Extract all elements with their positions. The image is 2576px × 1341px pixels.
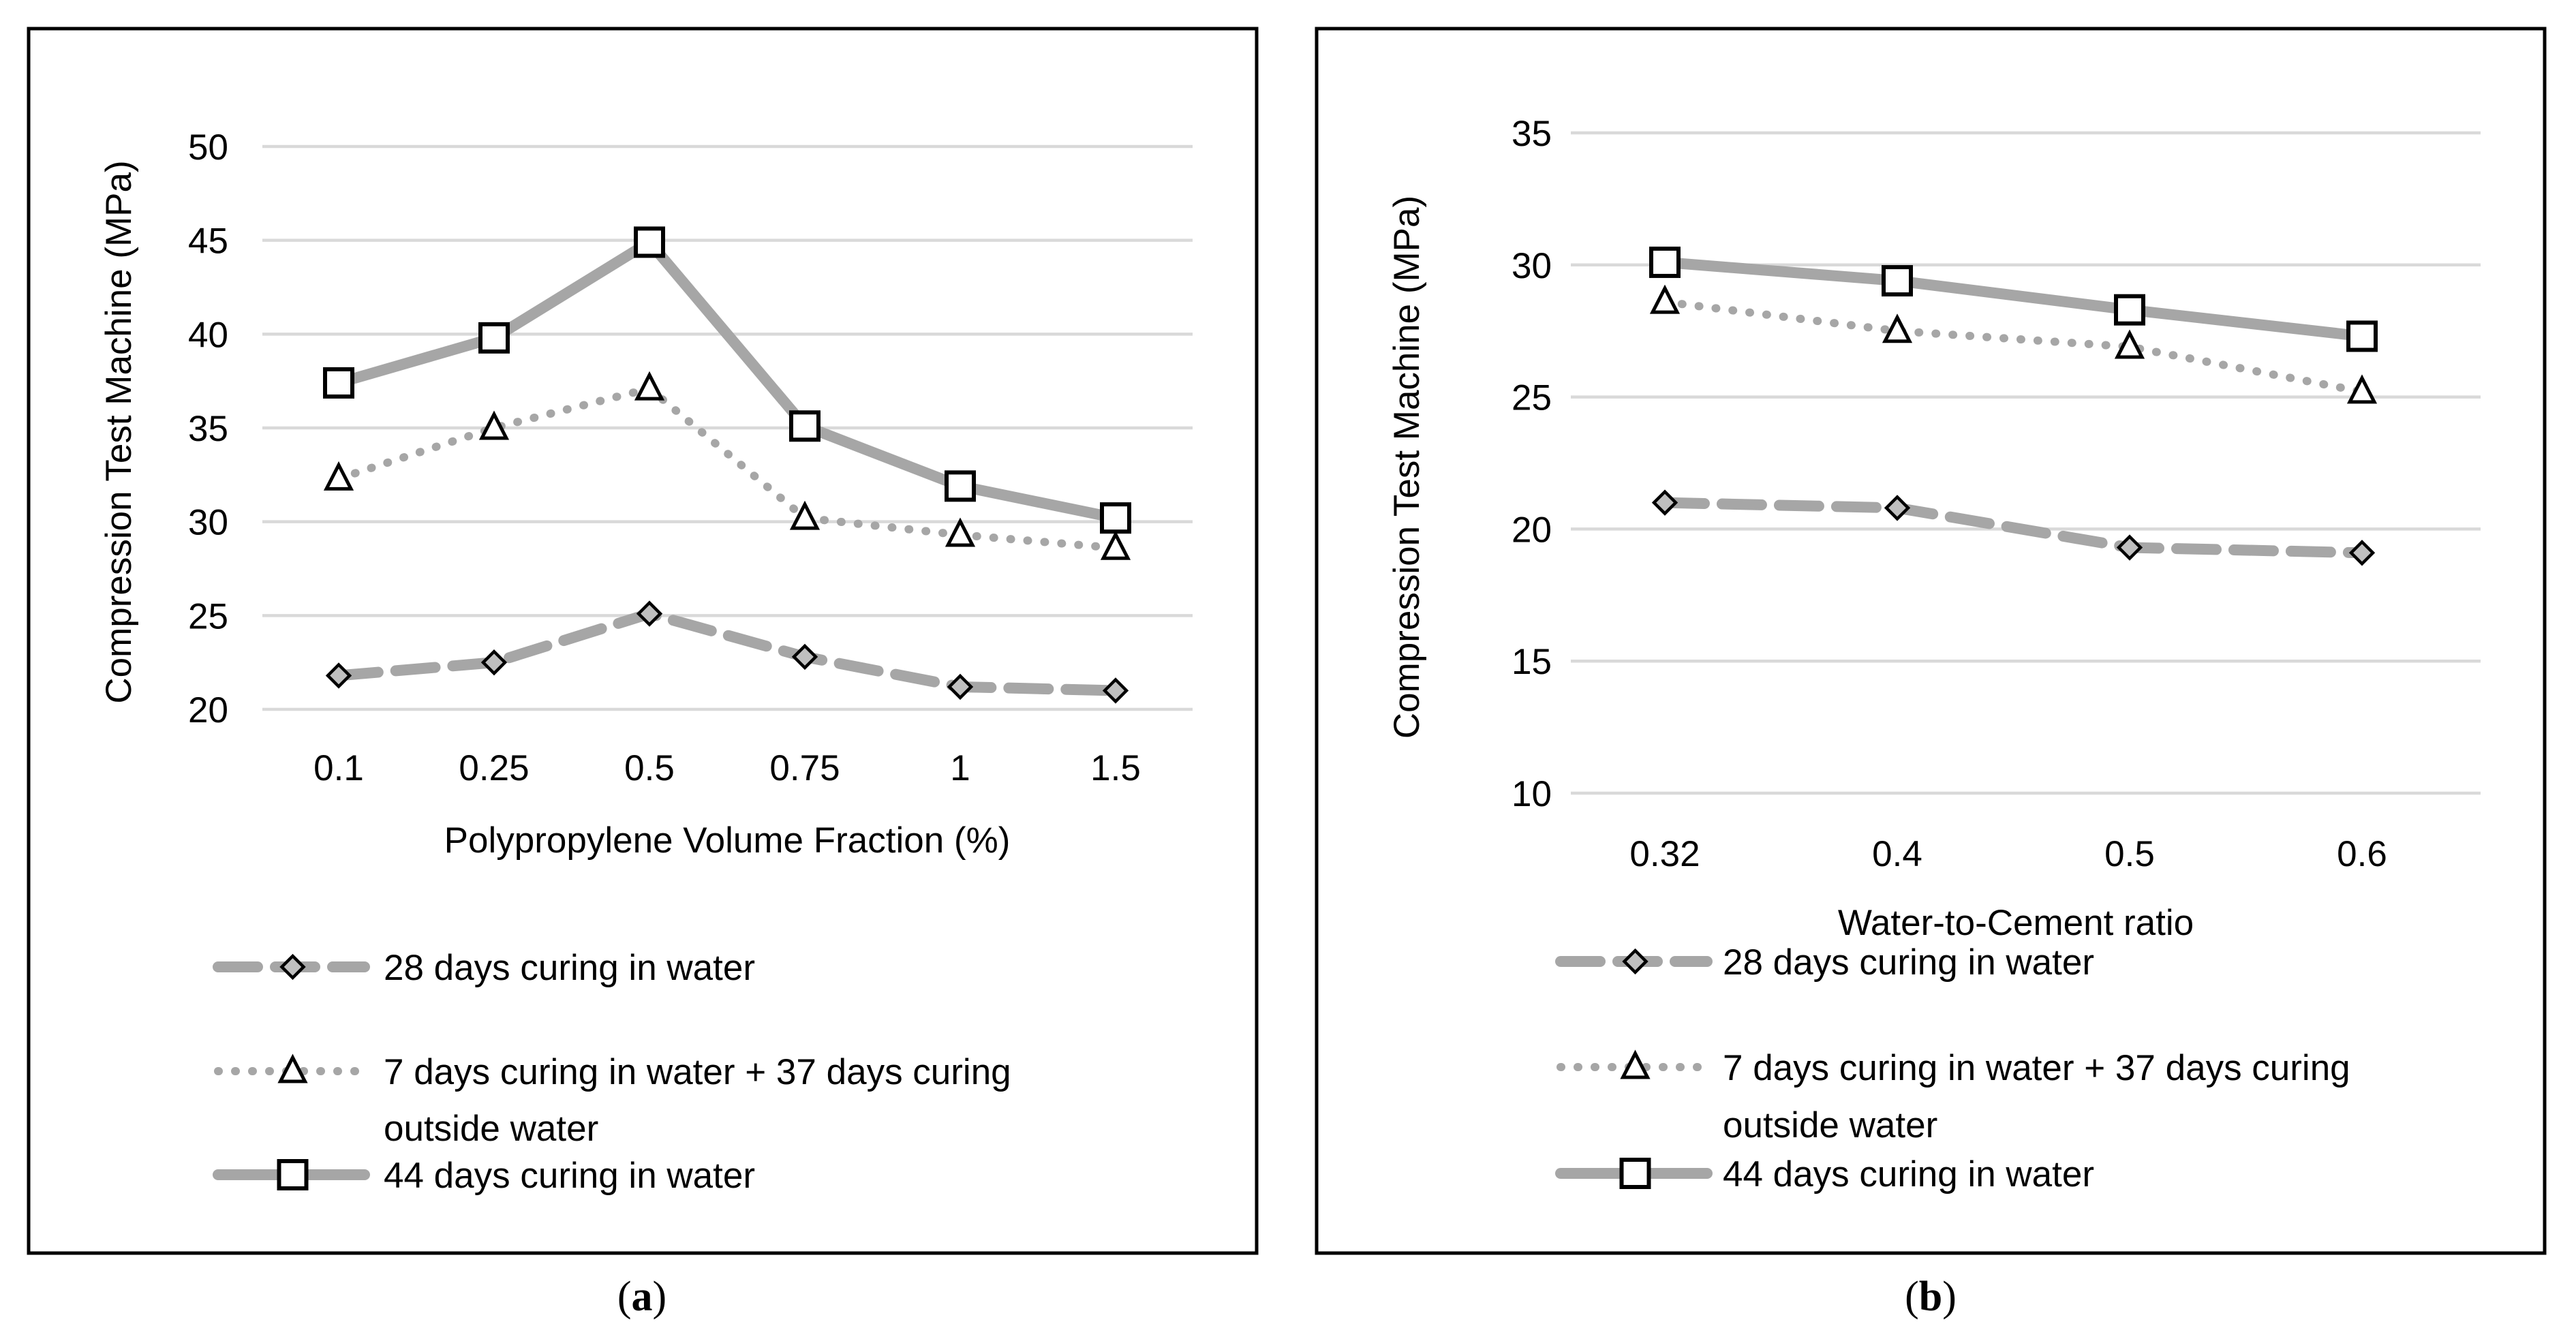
series-line-triangle xyxy=(335,384,1120,553)
triangle-point xyxy=(2346,374,2378,404)
y-axis-title: Compression Test Machine (MPa) xyxy=(99,160,139,703)
legend-diamond-icon xyxy=(1622,948,1649,975)
y-tick-label: 20 xyxy=(188,690,228,730)
x-tick-label: 0.32 xyxy=(1629,834,1700,874)
triangle-point xyxy=(478,410,510,440)
legend-square-icon xyxy=(1619,1158,1651,1189)
panel-caption-letter: a xyxy=(632,1274,653,1320)
square-point xyxy=(1649,246,1681,278)
diamond-point xyxy=(1102,677,1129,704)
legend-label: 44 days curing in water xyxy=(1723,1154,2094,1194)
series-line-square xyxy=(1659,256,2367,342)
y-tick-label: 40 xyxy=(188,315,228,355)
triangle-point xyxy=(2114,329,2145,359)
legend-label: 28 days curing in water xyxy=(1723,942,2094,983)
triangle-point xyxy=(1882,313,1913,343)
x-tick-label: 0.5 xyxy=(2104,834,2155,874)
y-tick-label: 15 xyxy=(1512,642,1552,682)
square-point xyxy=(634,226,665,258)
diamond-point xyxy=(1651,489,1678,516)
square-point xyxy=(1882,265,1913,297)
x-axis-title: Water-to-Cement ratio xyxy=(1838,903,2194,943)
series-line-triangle xyxy=(1661,298,2366,396)
y-tick-label: 45 xyxy=(188,221,228,262)
triangle-point xyxy=(789,500,821,530)
legend-diamond-icon xyxy=(279,953,306,981)
square-point xyxy=(2114,294,2145,326)
x-tick-label: 0.6 xyxy=(2337,834,2387,874)
x-tick-label: 1 xyxy=(950,748,970,788)
series-line-diamond xyxy=(1659,497,2367,559)
diamond-point xyxy=(1884,495,1911,521)
diamond-point xyxy=(947,673,974,700)
y-tick-label: 30 xyxy=(1512,246,1552,286)
y-tick-label: 25 xyxy=(1512,378,1552,418)
y-axis-title: Compression Test Machine (MPa) xyxy=(1387,196,1427,739)
y-tick-label: 25 xyxy=(188,596,228,636)
panel-b-frame xyxy=(1315,27,2547,1255)
triangle-point xyxy=(945,517,976,547)
diamond-point xyxy=(636,600,663,627)
square-point xyxy=(323,367,354,399)
diamond-point xyxy=(325,662,352,689)
square-point xyxy=(478,322,510,354)
legend-label: 28 days curing in water xyxy=(384,948,755,988)
diamond-point xyxy=(480,649,508,676)
series-line-square xyxy=(333,234,1121,524)
triangle-point xyxy=(634,371,665,401)
legend-label: 44 days curing in water xyxy=(384,1156,755,1196)
x-tick-label: 0.5 xyxy=(624,748,675,788)
legend-label-continued: outside water xyxy=(384,1109,598,1149)
panel-a-chart: 20 25 30 35 40 45 50 0.1 0.25 0.5 0.75 1 1.5 Compress… xyxy=(99,127,1193,1320)
panel-b-chart: 10 15 20 25 30 35 0.32 0.4 0.5 0.6 Compression Tes… xyxy=(1387,114,2481,1320)
x-tick-label: 0.4 xyxy=(1872,834,1922,874)
triangle-point xyxy=(1100,530,1131,560)
y-tick-label: 50 xyxy=(188,127,228,168)
y-tick-label: 35 xyxy=(1512,114,1552,154)
square-point xyxy=(789,410,821,442)
panel-caption: (b) xyxy=(1905,1274,1957,1320)
diamond-point xyxy=(2348,540,2376,566)
diamond-point xyxy=(791,643,818,670)
legend-label: 7 days curing in water + 37 days curing xyxy=(1723,1048,2350,1088)
legend-triangle-icon xyxy=(277,1053,308,1083)
panel-caption: (a) xyxy=(617,1274,666,1320)
triangle-point xyxy=(323,461,354,491)
x-tick-label: 0.25 xyxy=(459,748,529,788)
panel-caption-letter: b xyxy=(1919,1274,1942,1320)
triangle-point xyxy=(1649,284,1681,314)
y-tick-label: 35 xyxy=(188,409,228,449)
x-tick-label: 1.5 xyxy=(1090,748,1141,788)
y-tick-label: 30 xyxy=(188,503,228,543)
legend-label-continued: outside water xyxy=(1723,1105,1937,1145)
square-point xyxy=(1100,502,1131,534)
x-tick-label: 0.75 xyxy=(769,748,840,788)
x-axis-title: Polypropylene Volume Fraction (%) xyxy=(444,820,1011,861)
legend-label: 7 days curing in water + 37 days curing xyxy=(384,1052,1011,1092)
y-tick-label: 20 xyxy=(1512,510,1552,550)
y-tick-label: 10 xyxy=(1512,774,1552,814)
x-tick-label: 0.1 xyxy=(313,748,364,788)
series-line-diamond xyxy=(333,608,1121,696)
square-point xyxy=(945,470,976,502)
square-point xyxy=(2346,320,2378,352)
diamond-point xyxy=(2116,534,2143,561)
legend-square-icon xyxy=(277,1159,309,1190)
legend-triangle-icon xyxy=(1620,1049,1651,1079)
